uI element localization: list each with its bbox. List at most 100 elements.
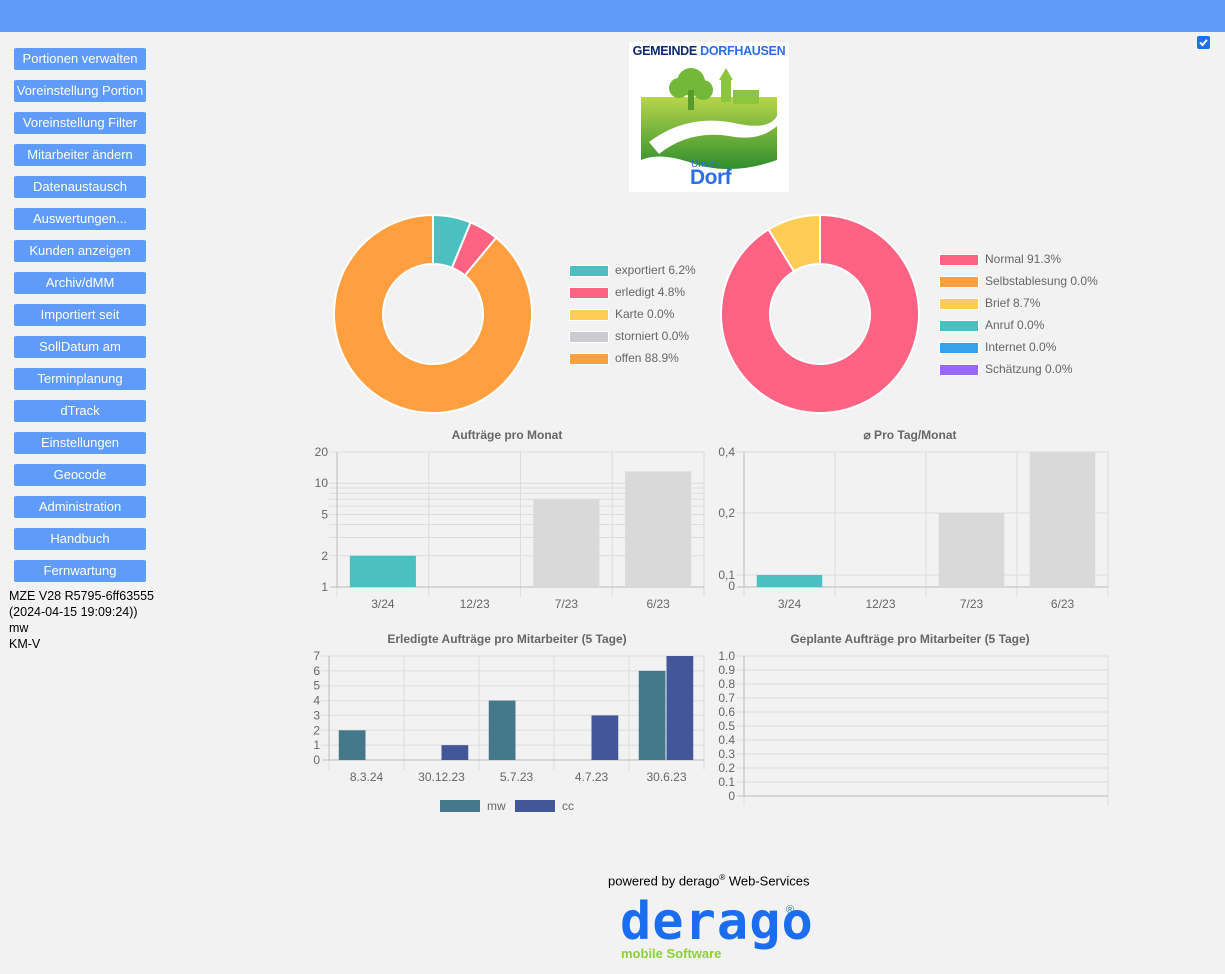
y-tick-label: 0.7	[718, 691, 735, 705]
y-tick-label: 5	[321, 507, 328, 521]
bar-6-23	[625, 471, 692, 587]
legend-swatch	[939, 276, 979, 288]
y-tick-label: 0	[728, 789, 735, 803]
legend-swatch	[569, 353, 609, 365]
legend-label: Internet 0.0%	[985, 340, 1057, 354]
legend-swatch	[569, 265, 609, 277]
bar-6-23	[1029, 452, 1096, 587]
logo-big-text: Dorf	[690, 166, 732, 189]
bar-mw-30-6-23	[638, 670, 666, 760]
nav-button-mitarbeiter-ndern[interactable]: Mitarbeiter ändern	[14, 144, 146, 166]
y-tick-label: 7	[313, 649, 320, 663]
registered-icon: ®	[786, 904, 795, 916]
chart-title-per-day: ⌀ Pro Tag/Monat	[863, 428, 957, 442]
x-tick-label: 6/23	[646, 597, 670, 610]
pie-slice-brief-8-7	[767, 214, 821, 273]
village-illustration	[641, 68, 777, 170]
bar-chart-orders-month: 20 10 5 2 1 3/24 12/23 7/23 6/23	[315, 445, 705, 610]
x-tick-label: 5.7.23	[500, 770, 534, 784]
nav-button-voreinstellung-filter[interactable]: Voreinstellung Filter	[14, 112, 146, 134]
chart-title-done-per-employee: Erledigte Aufträge pro Mitarbeiter (5 Ta…	[387, 632, 627, 646]
legend-label: Schätzung 0.0%	[985, 362, 1073, 376]
powered-by-text: powered by derago® Web-Services	[608, 873, 810, 889]
derago-logo: derago ® mobile Software	[620, 892, 813, 962]
legend-swatch	[569, 287, 609, 299]
y-tick-label: 0.8	[718, 677, 735, 691]
checkmark-icon	[1199, 39, 1208, 47]
top-bar	[0, 0, 1225, 32]
x-tick-label: 12/23	[460, 597, 490, 610]
logo-small-text: Unser	[691, 159, 718, 170]
version-date: (2024-04-15 19:09:24))	[9, 605, 138, 619]
y-tick-label: 1.0	[718, 649, 735, 663]
nav-button-importiert-seit[interactable]: Importiert seit	[14, 304, 146, 326]
legend-label: erledigt 4.8%	[615, 285, 686, 299]
bar-cc-30-12-23	[441, 745, 469, 760]
y-tick-label: 0	[728, 579, 735, 593]
donut-chart-type	[720, 214, 920, 414]
bar-chart-planned-per-employee: 1.00.90.80.70.60.50.40.30.20.10	[718, 649, 1109, 806]
y-tick-label: 10	[315, 476, 329, 490]
y-tick-label: 0.1	[718, 775, 735, 789]
bar-3-24	[349, 555, 416, 587]
nav-button-archiv-dmm[interactable]: Archiv/dMM	[14, 272, 146, 294]
y-tick-label: 5	[313, 679, 320, 693]
version-info: MZE V28 R5795-6ff63555 (2024-04-15 19:09…	[9, 588, 154, 652]
legend-swatch	[569, 331, 609, 343]
legend-swatch	[939, 254, 979, 266]
legend-swatch-cc	[515, 800, 555, 812]
chart-title-orders-month: Aufträge pro Monat	[451, 428, 563, 442]
derago-tagline: mobile Software	[621, 946, 722, 961]
legend-label: Brief 8.7%	[985, 296, 1041, 310]
version-line: MZE V28 R5795-6ff63555	[9, 589, 155, 603]
x-tick-label: 30.12.23	[418, 770, 465, 784]
logo-title: GEMEINDE DORFHAUSEN	[632, 44, 786, 58]
nav-button-terminplanung[interactable]: Terminplanung	[14, 368, 146, 390]
bar-chart-per-day: 0,4 0,2 0,10 3/24 12/23 7/23 6/23	[718, 445, 1109, 610]
municipality-logo: GEMEINDE DORFHAUSEN Unser Dorf	[629, 42, 789, 192]
legend-label: exportiert 6.2%	[615, 263, 696, 277]
x-tick-label: 4.7.23	[575, 770, 609, 784]
nav-button-portionen-verwalten[interactable]: Portionen verwalten	[14, 48, 146, 70]
nav-button-auswertungen[interactable]: Auswertungen...	[14, 208, 146, 230]
nav-button-administration[interactable]: Administration	[14, 496, 146, 518]
nav-button-einstellungen[interactable]: Einstellungen	[14, 432, 146, 454]
legend-label-mw: mw	[487, 799, 506, 813]
bar-7-23	[938, 513, 1005, 587]
user-name: mw	[9, 621, 29, 635]
chart-title-planned-per-employee: Geplante Aufträge pro Mitarbeiter (5 Tag…	[790, 632, 1030, 646]
y-tick-label: 0,2	[718, 506, 735, 520]
bar-cc-4-7-23	[591, 715, 619, 760]
nav-button-handbuch[interactable]: Handbuch	[14, 528, 146, 550]
x-tick-label: 3/24	[778, 597, 802, 610]
bar-3-24	[756, 575, 823, 587]
bar-cc-30-6-23	[666, 656, 694, 760]
y-tick-label: 0.6	[718, 705, 735, 719]
bar-mw-8-3-24	[338, 730, 366, 760]
legend-swatch-mw	[440, 800, 480, 812]
x-tick-label: 12/23	[865, 597, 895, 610]
legend-label: offen 88.9%	[615, 351, 679, 365]
x-tick-label: 8.3.24	[350, 770, 384, 784]
y-tick-label: 0.4	[718, 733, 735, 747]
bar-mw-5-7-23	[488, 700, 516, 760]
y-tick-label: 0.5	[718, 719, 735, 733]
x-tick-label: 7/23	[960, 597, 984, 610]
x-tick-label: 6/23	[1051, 597, 1075, 610]
settings-checkbox[interactable]	[1197, 36, 1210, 49]
nav-button-datenaustausch[interactable]: Datenaustausch	[14, 176, 146, 198]
nav-button-fernwartung[interactable]: Fernwartung	[14, 560, 146, 582]
nav-button-solldatum-am[interactable]: SollDatum am	[14, 336, 146, 358]
nav-button-geocode[interactable]: Geocode	[14, 464, 146, 486]
y-tick-label: 0,1	[718, 568, 735, 582]
y-tick-label: 6	[313, 664, 320, 678]
sidebar-nav: Portionen verwalten Voreinstellung Portio…	[14, 48, 146, 592]
nav-button-voreinstellung-portion[interactable]: Voreinstellung Portion	[14, 80, 146, 102]
y-tick-label: 1	[313, 738, 320, 752]
nav-button-dtrack[interactable]: dTrack	[14, 400, 146, 422]
x-tick-label: 3/24	[371, 597, 395, 610]
legend-label: Anruf 0.0%	[985, 318, 1045, 332]
nav-button-kunden-anzeigen[interactable]: Kunden anzeigen	[14, 240, 146, 262]
y-tick-label: 0,4	[718, 445, 735, 459]
